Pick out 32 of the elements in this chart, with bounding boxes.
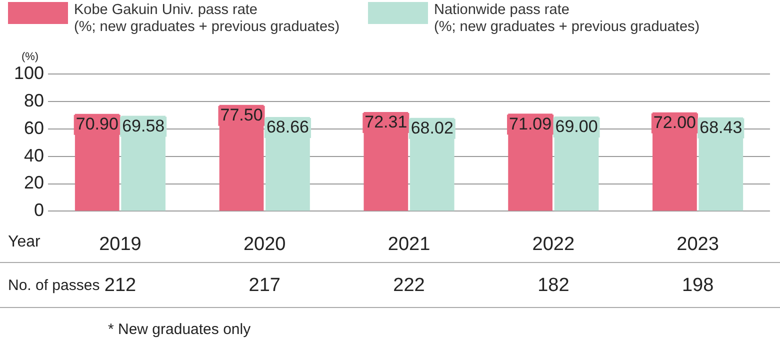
x-tick-label: 2021 bbox=[388, 234, 430, 255]
y-axis-title: (%) bbox=[21, 51, 39, 63]
text: * New graduates only bbox=[108, 321, 252, 338]
data-label: 77.50 bbox=[220, 106, 263, 125]
text: 212 bbox=[104, 275, 136, 296]
x-tick-label: 2020 bbox=[243, 234, 286, 255]
y-tick-label: 100 bbox=[14, 62, 44, 83]
y-tick-label: 0 bbox=[34, 200, 44, 220]
legend-label: Kobe Gakuin Univ. pass rate (%; new graduates + previous graduates) bbox=[74, 2, 340, 36]
text: 217 bbox=[248, 275, 280, 296]
data-label: 68.02 bbox=[410, 118, 454, 138]
text: No. of passes bbox=[8, 277, 100, 294]
text: 198 bbox=[682, 275, 714, 296]
legend-label: Nationwide pass rate (%; new graduates + previous graduates) bbox=[434, 2, 700, 36]
data-label: 69.58 bbox=[122, 116, 165, 136]
data-label: 70.90 bbox=[76, 114, 118, 134]
text: 222 bbox=[393, 275, 425, 296]
y-tick-label: 60 bbox=[24, 118, 44, 138]
y-tick-label: 40 bbox=[24, 145, 44, 166]
data-label: 71.09 bbox=[509, 114, 552, 134]
y-tick-label: 80 bbox=[24, 90, 44, 110]
data-label: 72.00 bbox=[653, 113, 696, 132]
text: 182 bbox=[538, 275, 570, 296]
data-label: 68.66 bbox=[266, 118, 309, 137]
x-axis-title: Year bbox=[8, 233, 41, 250]
data-label: 72.31 bbox=[364, 112, 408, 132]
data-label: 68.43 bbox=[700, 118, 742, 137]
y-tick-label: 20 bbox=[24, 172, 44, 193]
x-tick-label: 2019 bbox=[99, 234, 142, 255]
x-tick-label: 2022 bbox=[532, 234, 575, 255]
x-tick-label: 2023 bbox=[676, 234, 719, 255]
data-label: 69.00 bbox=[555, 117, 598, 136]
